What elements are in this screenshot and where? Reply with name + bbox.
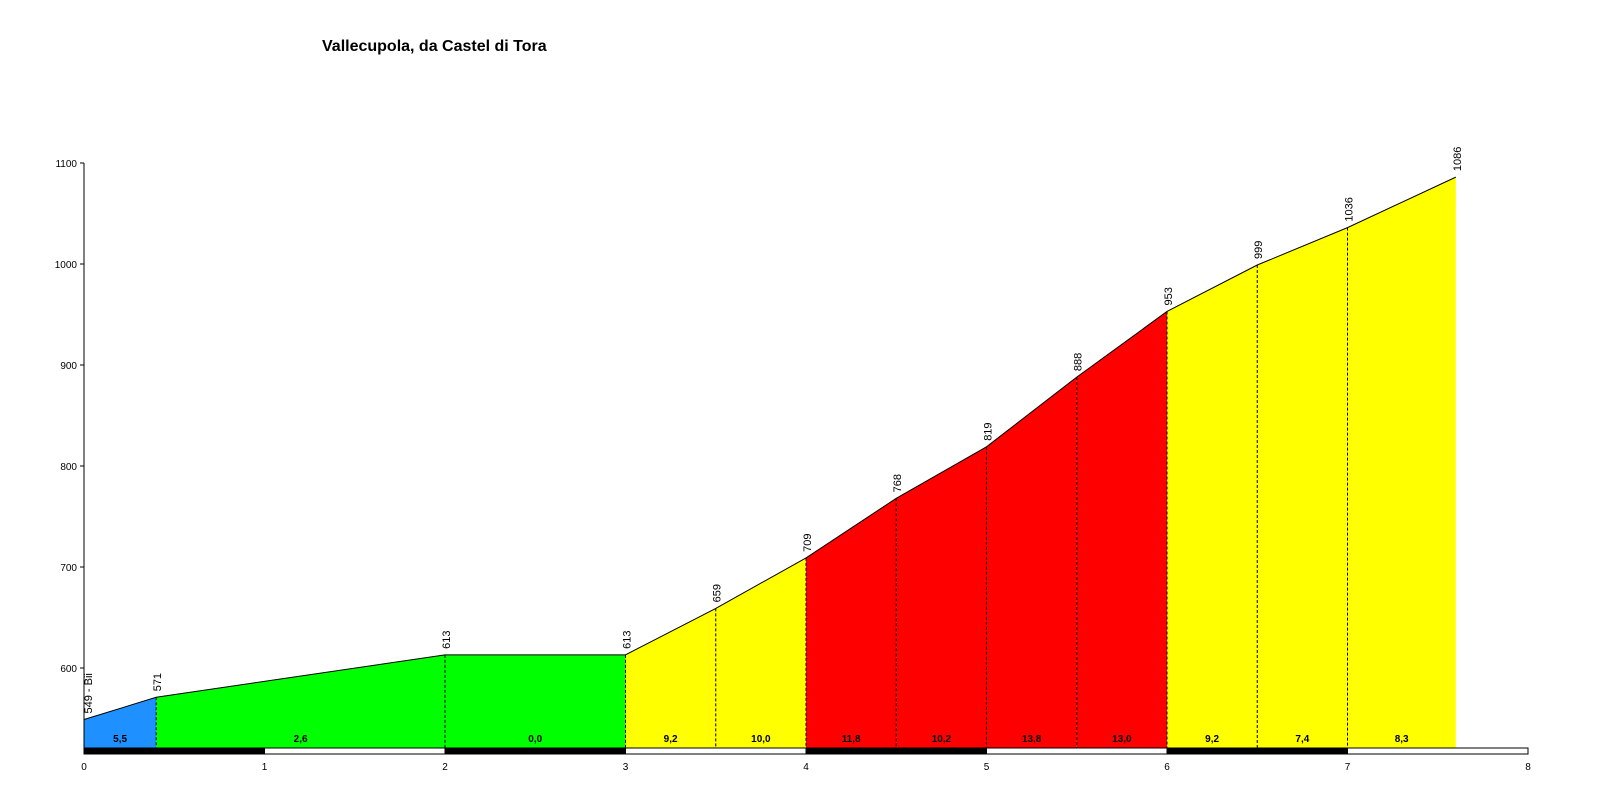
profile-outline-layer: [83, 176, 1457, 720]
gradient-label: 13,0: [1112, 734, 1132, 745]
segment-divider-layer: [155, 227, 1348, 748]
elevation-label: 549 - Bii: [83, 673, 95, 713]
gradient-segment-1: [84, 697, 157, 748]
gradient-label: 0,0: [528, 734, 542, 745]
x-tick-label: 7: [1345, 762, 1351, 773]
x-tick-label: 2: [442, 762, 448, 773]
km-bar-cell-2: [444, 747, 626, 755]
profile-line: [83, 176, 1457, 720]
elevation-label: 613: [441, 631, 453, 649]
gradient-label: 10,0: [751, 734, 771, 745]
chart-title: Vallecupola, da Castel di Tora: [322, 38, 547, 55]
gradient-fill-layer: [84, 177, 1456, 748]
x-tick-label: 8: [1525, 762, 1531, 773]
y-tick-label: 800: [60, 462, 77, 473]
km-bar-cell-0: [83, 747, 265, 755]
gradient-label: 11,8: [842, 734, 861, 745]
gradient-label: 7,4: [1295, 734, 1309, 745]
km-bar-cell-7: [1347, 747, 1529, 755]
x-tick-label: 5: [984, 762, 990, 773]
y-tick-label: 900: [60, 361, 77, 372]
km-bar-cell-1: [264, 747, 446, 755]
gradient-label: 9,2: [664, 734, 678, 745]
gradient-segment-10: [1167, 265, 1258, 748]
gradient-segment-3: [445, 654, 626, 748]
y-tick-label: 600: [60, 664, 77, 675]
elevation-label: 613: [622, 631, 634, 649]
y-tick-label: 1000: [55, 260, 78, 271]
gradient-segment-9: [1076, 311, 1167, 748]
y-tick-label: 1100: [55, 159, 77, 170]
km-bar-cell-6: [1166, 747, 1348, 755]
x-tick-label: 6: [1164, 762, 1170, 773]
gradient-segment-7: [896, 446, 987, 748]
elevation-label: 571: [152, 673, 164, 691]
elevation-label: 819: [983, 422, 995, 440]
km-bar-cell-3: [625, 747, 807, 755]
gradient-label: 10,2: [932, 734, 952, 745]
elevation-label: 659: [712, 584, 724, 602]
x-tick-label: 1: [262, 762, 268, 773]
x-tick-label: 0: [81, 762, 87, 773]
gradient-label: 8,3: [1395, 734, 1409, 745]
gradient-segment-2: [156, 654, 445, 748]
elevation-label: 768: [892, 474, 904, 492]
km-bar-cell-4: [805, 747, 987, 755]
gradient-segment-11: [1257, 227, 1348, 748]
y-tick-label: 700: [60, 563, 77, 574]
axes-layer: 600 700 800 900 1000 1100 0 1 2 3 4 5 6 7 8: [55, 159, 1531, 773]
gradient-segment-8: [986, 377, 1077, 748]
gradient-segment-5: [715, 557, 806, 748]
gradient-segment-6: [806, 498, 897, 748]
x-tick-label: 4: [803, 762, 809, 773]
gradient-label-layer: 5,5 2,6 0,0 9,2 10,0 11,8 10,2 13,8 13,0 9,2 7,4 8,…: [113, 734, 1409, 745]
x-tick-label: 3: [623, 762, 629, 773]
gradient-label: 13,8: [1022, 734, 1042, 745]
km-bar-cell-5: [986, 747, 1168, 755]
gradient-label: 2,6: [294, 734, 308, 745]
gradient-segment-12: [1347, 177, 1456, 748]
elevation-label: 1086: [1452, 147, 1464, 171]
elevation-label: 999: [1253, 241, 1265, 259]
gradient-label: 9,2: [1205, 734, 1219, 745]
elevation-label: 888: [1073, 353, 1085, 371]
elevation-label: 1036: [1344, 197, 1356, 221]
elevation-label-layer: 549 - Bii 571 613 613 659 709 768 819 888 953 999 1…: [83, 147, 1464, 714]
gradient-label: 5,5: [113, 734, 127, 745]
elevation-label: 953: [1163, 287, 1175, 305]
km-bar: [83, 747, 1529, 755]
elevation-label: 709: [802, 534, 814, 552]
gradient-segment-4: [625, 608, 716, 748]
